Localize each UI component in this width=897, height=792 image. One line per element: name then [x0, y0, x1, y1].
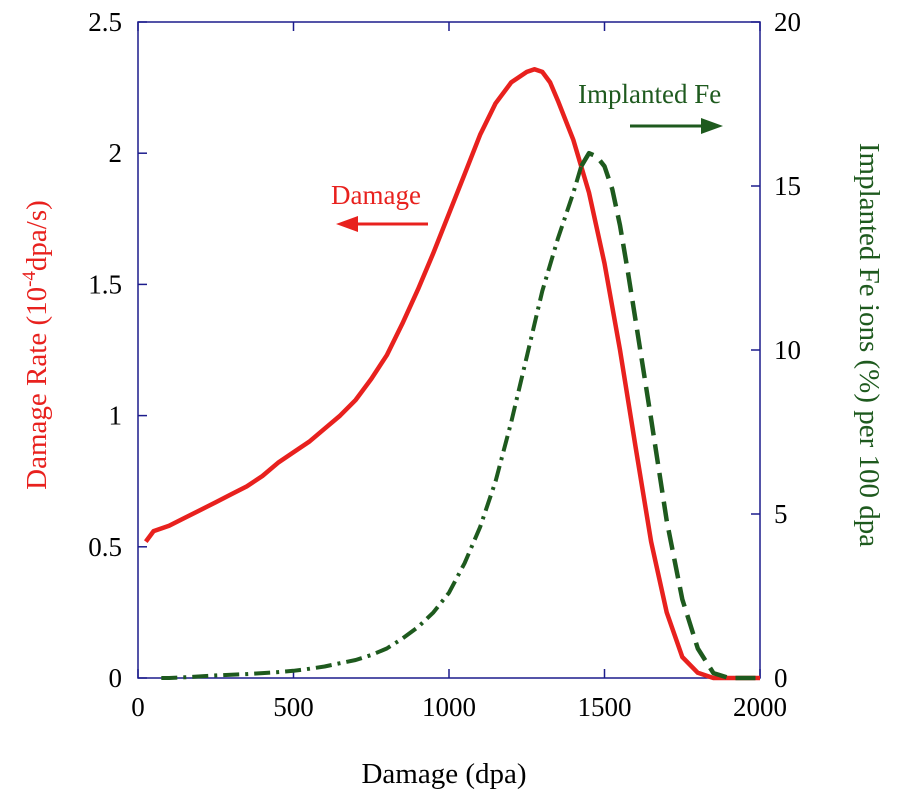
- y-left-tick-label: 1: [109, 401, 123, 431]
- x-tick-label: 2000: [733, 692, 787, 722]
- left-y-axis-title: Damage Rate (10-4dpa/s): [19, 200, 53, 490]
- right-y-axis-title: Implanted Fe ions (%) per 100 dpa: [853, 143, 885, 547]
- x-tick-label: 1000: [422, 692, 476, 722]
- y-left-tick-label: 0: [109, 663, 123, 693]
- y-right-tick-label: 20: [774, 7, 801, 37]
- y-left-tick-label: 2.5: [88, 7, 122, 37]
- x-tick-label: 1500: [578, 692, 632, 722]
- y-right-tick-label: 15: [774, 171, 801, 201]
- y-right-tick-label: 0: [774, 663, 788, 693]
- y-left-tick-label: 2: [109, 138, 123, 168]
- left-arrow-icon: [336, 216, 428, 232]
- implanted-fe-line-2: [579, 150, 760, 681]
- damage-annotation: Damage: [331, 180, 421, 210]
- damage-rate-line: [143, 66, 760, 681]
- x-tick-label: 500: [273, 692, 314, 722]
- implanted-annotation: Implanted Fe: [578, 79, 721, 109]
- labels: Damage (dpa) Damage Rate (10-4dpa/s) Imp…: [19, 79, 885, 790]
- y-right-tick-label: 10: [774, 335, 801, 365]
- implanted-fe-line-1: [161, 165, 584, 680]
- y-left-tick-label: 0.5: [88, 532, 122, 562]
- y-left-tick-label: 1.5: [88, 269, 122, 299]
- right-arrow-icon: [630, 118, 723, 134]
- series-layer: [143, 66, 760, 681]
- x-axis-title: Damage (dpa): [361, 758, 526, 790]
- x-tick-label: 0: [131, 692, 145, 722]
- y-right-tick-label: 5: [774, 499, 788, 529]
- plot-frame: [137, 21, 761, 679]
